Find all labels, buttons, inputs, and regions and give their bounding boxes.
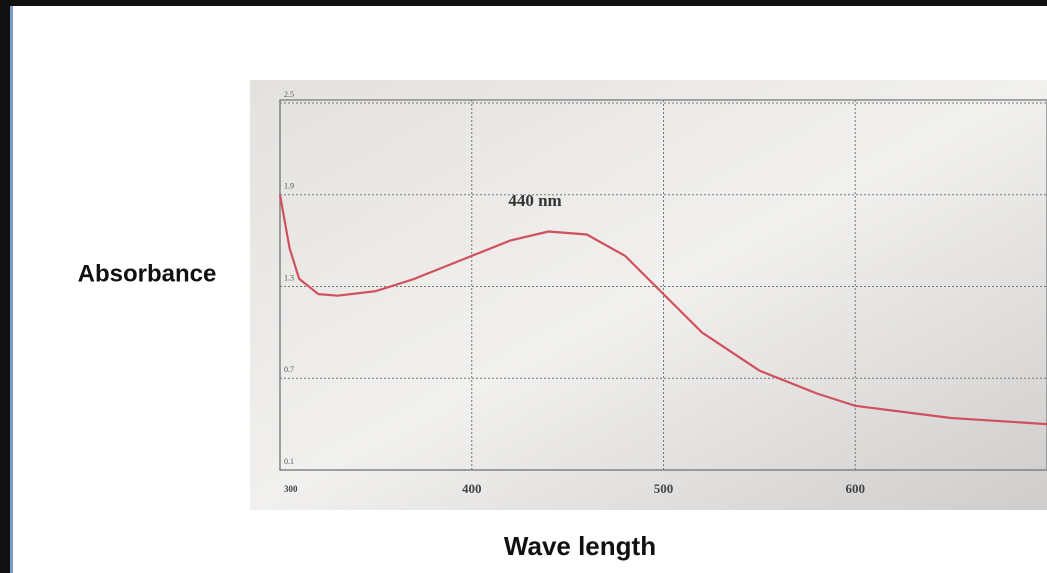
left-border-accent <box>10 6 13 573</box>
y-tick-label: 2.5 <box>284 90 294 99</box>
x-tick-label: 500 <box>654 481 674 496</box>
y-tick-label: 1.3 <box>284 273 294 282</box>
annotation: 440 nm <box>508 191 561 210</box>
data-line <box>278 194 1047 426</box>
y-tick-label: 0.1 <box>284 457 294 466</box>
y-tick-label: 0.7 <box>284 365 294 374</box>
x-tick-label: 400 <box>462 481 482 496</box>
x-tick-label: 600 <box>846 481 866 496</box>
x-axis-label: Wave length <box>504 531 656 561</box>
y-tick-label: 1.9 <box>284 182 294 191</box>
y-axis-label: Absorbance <box>78 260 217 287</box>
left-border <box>0 0 10 573</box>
top-border <box>0 0 1047 6</box>
x-tick-label: 300 <box>284 484 298 494</box>
photo-background <box>250 80 1047 510</box>
